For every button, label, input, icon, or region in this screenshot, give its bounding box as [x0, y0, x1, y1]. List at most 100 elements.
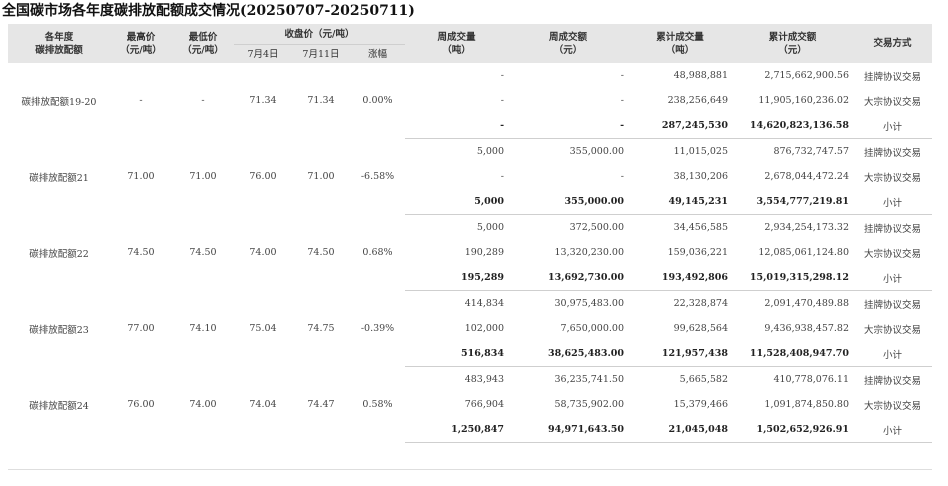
week-amount: 13,692,730.00 — [508, 265, 629, 291]
price-change: 0.58% — [362, 399, 393, 410]
week-volume: 5,000 — [476, 222, 505, 233]
col-year-header: 各年度 碳排放配额 — [8, 24, 110, 63]
low-price: 74.50 — [189, 247, 217, 258]
week-amount: 94,971,643.50 — [508, 417, 629, 443]
trade-mode: 小计 — [853, 265, 933, 291]
cum-amount: 1,091,874,850.80 — [764, 399, 850, 410]
cum-volume: 5,665,582 — [679, 374, 729, 385]
week-amount: 355,000.00 — [508, 189, 629, 215]
low-price: 74.10 — [189, 323, 217, 334]
cum-volume: 48,988,881 — [673, 70, 729, 81]
col-mode-header: 交易方式 — [853, 24, 933, 63]
allowance-name: 碳排放配额21 — [29, 172, 89, 184]
high-price: 71.00 — [127, 171, 155, 182]
week-volume: 190,289 — [464, 247, 505, 258]
week-amount: - — [508, 113, 629, 139]
carbon-allowance-table: 各年度 碳排放配额 最高价 （元/吨） 最低价 （元/吨） 收盘价（元/吨） 周… — [8, 24, 933, 443]
week-volume: - — [500, 171, 505, 182]
week-amount: 58,735,902.00 — [554, 399, 625, 410]
cum-amount: 9,436,938,457.82 — [764, 323, 850, 334]
table-row: 190,289 13,320,230.00 159,036,221 12,085… — [8, 240, 932, 265]
page-title: 全国碳市场各年度碳排放配额成交情况(20250707-20250711) — [2, 3, 415, 19]
cum-amount: 11,528,408,947.70 — [732, 341, 854, 367]
close-price-d2: 74.75 — [307, 323, 335, 334]
cum-amount: 2,715,662,900.56 — [764, 70, 850, 81]
col-cum-amount-header: 累计成交额 （元） — [732, 24, 854, 63]
col-low-header: 最低价 （元/吨） — [172, 24, 234, 63]
trade-mode: 小计 — [853, 113, 933, 139]
trade-mode: 大宗协议交易 — [864, 172, 922, 184]
trade-mode: 挂牌协议交易 — [864, 375, 922, 387]
cum-volume: 15,379,466 — [673, 399, 729, 410]
table-row: 766,904 58,735,902.00 15,379,466 1,091,8… — [8, 392, 932, 417]
cum-volume: 38,130,206 — [673, 171, 729, 182]
subtotal-row: - - 287,245,530 14,620,823,136.58 小计 — [8, 113, 933, 139]
high-price: 77.00 — [127, 323, 155, 334]
high-price: 76.00 — [127, 399, 155, 410]
cum-volume: 238,256,649 — [667, 95, 729, 106]
col-cum-volume-header: 累计成交量 （吨） — [628, 24, 733, 63]
table-bottom-divider — [8, 469, 932, 470]
subtotal-row: 195,289 13,692,730.00 193,492,806 15,019… — [8, 265, 933, 291]
cum-amount: 410,778,076.11 — [773, 374, 850, 385]
week-amount: 38,625,483.00 — [508, 341, 629, 367]
table-row: 碳排放配额22 74.50 74.50 74.00 74.50 0.68% 5,… — [8, 215, 932, 260]
close-price-d2: 74.50 — [307, 247, 335, 258]
allowance-name: 碳排放配额23 — [29, 324, 89, 336]
week-amount: 372,500.00 — [569, 222, 625, 233]
cum-amount: 11,905,160,236.02 — [758, 95, 850, 106]
trade-mode: 大宗协议交易 — [864, 96, 922, 108]
trade-mode: 挂牌协议交易 — [864, 147, 922, 159]
table-row: - - 38,130,206 2,678,044,472.24 大宗协议交易 — [8, 164, 932, 189]
week-amount: 13,320,230.00 — [554, 247, 625, 258]
low-price: 74.00 — [189, 399, 217, 410]
week-volume: 1,250,847 — [405, 417, 509, 443]
trade-mode: 大宗协议交易 — [864, 324, 922, 336]
subtotal-row: 1,250,847 94,971,643.50 21,045,048 1,502… — [8, 417, 933, 443]
high-price: 74.50 — [127, 247, 155, 258]
col-week-amount-header: 周成交额 （元） — [508, 24, 629, 63]
cum-volume: 287,245,530 — [628, 113, 733, 139]
cum-amount: 3,554,777,219.81 — [732, 189, 854, 215]
high-price: - — [139, 95, 143, 107]
table-row: 碳排放配额21 71.00 71.00 76.00 71.00 -6.58% 5… — [8, 139, 932, 184]
close-price-d2: 71.00 — [307, 171, 335, 182]
trade-mode: 大宗协议交易 — [864, 248, 922, 260]
week-amount: - — [620, 95, 625, 106]
cum-amount: 12,085,061,124.80 — [758, 247, 850, 258]
week-amount: 30,975,483.00 — [554, 298, 625, 309]
col-close-header: 收盘价（元/吨） — [234, 24, 406, 45]
week-volume: 766,904 — [464, 399, 505, 410]
trade-mode: 挂牌协议交易 — [864, 223, 922, 235]
cum-amount: 2,934,254,173.32 — [764, 222, 850, 233]
trade-mode: 小计 — [853, 417, 933, 443]
week-volume: - — [405, 113, 509, 139]
trade-mode: 小计 — [853, 189, 933, 215]
close-price-d1: 71.34 — [249, 95, 277, 107]
table-row: - - 238,256,649 11,905,160,236.02 大宗协议交易 — [8, 88, 932, 113]
week-volume: 102,000 — [464, 323, 505, 334]
week-amount: - — [620, 171, 625, 182]
table-row: 碳排放配额23 77.00 74.10 75.04 74.75 -0.39% 4… — [8, 291, 932, 336]
week-volume: - — [500, 95, 505, 106]
trade-mode: 大宗协议交易 — [864, 400, 922, 412]
cum-volume: 99,628,564 — [673, 323, 729, 334]
allowance-name: 碳排放配额19-20 — [21, 96, 97, 108]
cum-volume: 49,145,231 — [628, 189, 733, 215]
close-price-d2: 71.34 — [307, 95, 335, 107]
cum-volume: 159,036,221 — [667, 247, 729, 258]
week-amount: 36,235,741.50 — [554, 374, 625, 385]
close-price-d1: 76.00 — [249, 171, 277, 182]
week-volume: - — [500, 70, 505, 81]
close-price-d2: 74.47 — [307, 399, 335, 410]
price-change: 0.00% — [362, 95, 393, 107]
cum-volume: 21,045,048 — [628, 417, 733, 443]
col-date1-header: 7月4日 — [234, 44, 292, 63]
cum-amount: 14,620,823,136.58 — [732, 113, 854, 139]
cum-amount: 15,019,315,298.12 — [732, 265, 854, 291]
low-price: - — [201, 95, 205, 107]
allowance-name: 碳排放配额24 — [29, 400, 89, 412]
week-volume: 483,943 — [464, 374, 505, 385]
subtotal-row: 516,834 38,625,483.00 121,957,438 11,528… — [8, 341, 933, 367]
cum-volume: 11,015,025 — [673, 146, 729, 157]
